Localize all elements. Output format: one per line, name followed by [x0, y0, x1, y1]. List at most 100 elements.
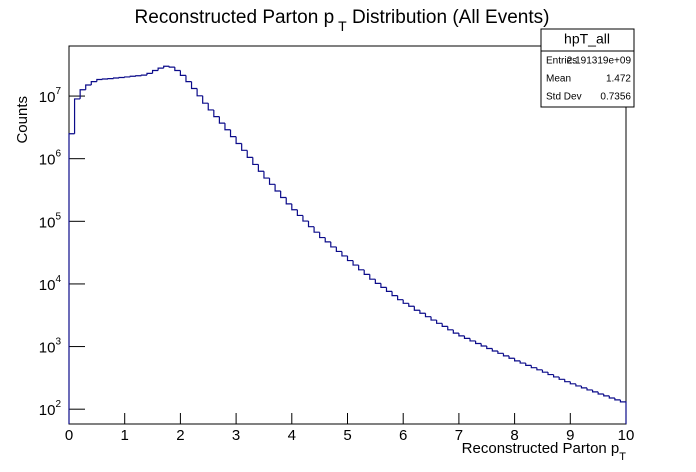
histogram-bin: [436, 320, 443, 324]
histogram-bin: [257, 164, 264, 172]
histogram-bin: [463, 335, 471, 339]
histogram-bin: [541, 369, 549, 373]
histogram-bin: [202, 95, 209, 104]
y-tick-base: 10: [39, 214, 56, 231]
x-tick-label: 3: [232, 427, 240, 444]
histogram-bin: [441, 323, 448, 327]
histogram-bin: [85, 84, 92, 90]
histogram-bin: [452, 329, 459, 334]
histogram-bin: [163, 65, 170, 69]
histogram-bin: [430, 316, 437, 321]
histogram-bin: [525, 363, 532, 367]
histogram-bin: [480, 343, 487, 347]
histogram-bin: [569, 381, 576, 385]
histogram-bin: [135, 75, 142, 77]
histogram-bin: [475, 340, 482, 345]
histogram-bin: [469, 338, 476, 342]
histogram-bin: [157, 67, 164, 71]
title-main: Reconstructed Parton p: [135, 7, 335, 28]
histogram-bin: [291, 203, 298, 211]
histogram-bin: [168, 66, 175, 68]
x-tick-label: 4: [288, 427, 296, 444]
y-tick-exponent: 2: [55, 399, 61, 410]
histogram-bin: [330, 241, 337, 248]
histogram-bin: [263, 171, 270, 179]
histogram-bin: [419, 310, 426, 314]
histogram-bin: [268, 178, 276, 185]
histogram-bin: [502, 353, 510, 357]
y-tick-base: 10: [39, 340, 56, 357]
histogram-bin: [363, 269, 370, 275]
x-label-main: Reconstructed Parton p: [462, 440, 620, 457]
histogram-bin: [218, 116, 225, 124]
histogram-bin: [580, 385, 588, 389]
x-tick-label: 2: [176, 427, 184, 444]
y-tick-base: 10: [39, 402, 56, 419]
y-tick-label: 106: [39, 148, 62, 168]
histogram-bin: [190, 81, 198, 90]
histogram-bin: [508, 355, 515, 359]
histogram-bin: [246, 150, 253, 158]
stats-frame: [540, 28, 635, 108]
histogram-bin: [196, 88, 203, 97]
x-axis-label: Reconstructed Parton pT: [462, 440, 627, 463]
histogram-bin: [385, 287, 393, 292]
histogram-bin: [235, 136, 242, 145]
histogram-bin: [591, 389, 599, 393]
y-tick-exponent: 3: [55, 336, 61, 347]
x-tick-label: 6: [399, 427, 407, 444]
histogram-bin: [280, 190, 287, 199]
histogram-bin: [335, 246, 342, 253]
y-tick-base: 10: [39, 89, 56, 106]
histogram-bin: [213, 109, 220, 118]
histogram-bin: [96, 78, 103, 82]
histogram-bin: [397, 295, 404, 301]
histogram-bin: [179, 70, 186, 76]
histogram-bin: [514, 358, 521, 362]
histogram-bin: [575, 383, 582, 387]
histogram-bin: [619, 399, 627, 424]
histogram-bin: [614, 397, 621, 401]
y-tick-label: 102: [39, 399, 62, 419]
y-axis-label: Counts: [14, 96, 31, 144]
histogram-bin: [73, 98, 81, 134]
stats-value: 2.191319e+09: [567, 56, 632, 67]
histogram-bin: [536, 367, 543, 371]
title-subscript: T: [338, 18, 347, 34]
histogram-bin: [491, 348, 498, 352]
y-tick-label: 103: [39, 336, 62, 356]
histogram-bin: [146, 72, 153, 76]
stats-label: Std Dev: [546, 92, 582, 103]
histogram-bin: [341, 251, 348, 257]
histogram-bin: [458, 333, 465, 337]
histogram-bin: [486, 346, 493, 350]
histogram-bin: [603, 393, 610, 397]
histogram-bin: [252, 157, 259, 166]
stats-name: hpT_all: [564, 31, 610, 47]
histogram-bin: [274, 184, 281, 192]
stats-value: 0.7356: [600, 92, 631, 103]
histogram-bin: [296, 209, 303, 217]
y-tick-label: 105: [39, 211, 62, 231]
histogram-bin: [151, 69, 159, 74]
histogram-bin: [564, 379, 571, 383]
histogram-bin: [241, 143, 248, 151]
x-tick-label: 0: [65, 427, 73, 444]
x-label-subscript: T: [619, 451, 626, 463]
stats-label: Mean: [546, 74, 571, 85]
histogram-bin: [307, 221, 315, 228]
histogram-bin: [424, 313, 432, 318]
histogram-bin: [346, 255, 354, 262]
histogram-bin: [374, 279, 381, 284]
x-tick-label: 7: [455, 427, 463, 444]
histogram-bin: [586, 387, 593, 391]
x-tick-label: 5: [343, 427, 351, 444]
histogram-bin: [369, 274, 376, 280]
histogram-bin: [313, 226, 320, 233]
x-tick-label: 1: [121, 427, 129, 444]
histogram-bin: [285, 197, 292, 205]
title-rest: Distribution (All Events): [347, 7, 550, 28]
